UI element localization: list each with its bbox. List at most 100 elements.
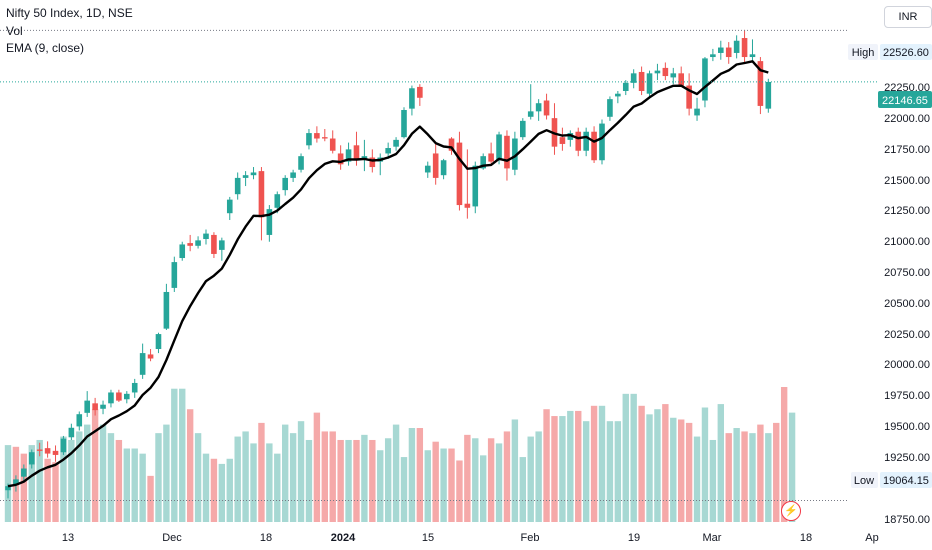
volume-bar bbox=[84, 424, 91, 522]
low-marker: Low 19064.15 bbox=[851, 472, 932, 488]
volume-bar bbox=[186, 409, 194, 522]
volume-bar bbox=[179, 388, 186, 522]
volume-bar bbox=[91, 409, 99, 522]
y-tick-label: 19750.00 bbox=[884, 390, 930, 402]
volume-bar bbox=[773, 422, 780, 522]
volume-bar bbox=[384, 438, 392, 522]
volume-bars bbox=[4, 387, 796, 522]
ema-indicator-label[interactable]: EMA (9, close) bbox=[6, 41, 85, 55]
candle bbox=[702, 57, 708, 108]
candle bbox=[757, 57, 764, 115]
candle bbox=[298, 153, 304, 173]
candle bbox=[258, 167, 265, 241]
candle bbox=[520, 118, 526, 140]
candle bbox=[480, 153, 486, 170]
volume-bar bbox=[725, 433, 732, 522]
candle bbox=[670, 67, 677, 85]
volume-bar bbox=[282, 424, 289, 522]
volume-bar bbox=[36, 439, 43, 522]
candle bbox=[337, 145, 344, 170]
volume-bar bbox=[693, 436, 701, 522]
candle bbox=[242, 171, 249, 187]
candle bbox=[535, 99, 542, 121]
candle bbox=[21, 464, 27, 481]
chart-title: Nifty 50 Index, 1D, NSE bbox=[6, 6, 133, 20]
last-price-value: 22146.65 bbox=[882, 95, 928, 107]
volume-bar bbox=[155, 433, 162, 522]
x-tick-label: 13 bbox=[62, 532, 74, 544]
candle bbox=[187, 234, 193, 252]
candle bbox=[630, 69, 637, 89]
lightning-bolt-icon[interactable]: ⚡ bbox=[781, 501, 801, 521]
volume-bar bbox=[503, 431, 511, 522]
high-value: 22526.60 bbox=[883, 47, 929, 59]
volume-bar bbox=[701, 407, 709, 522]
y-tick-label: 20000.00 bbox=[884, 359, 930, 371]
candle bbox=[591, 126, 597, 163]
volume-bar bbox=[614, 421, 622, 522]
candle bbox=[401, 107, 407, 139]
candle bbox=[377, 153, 384, 176]
x-tick-label: Ap bbox=[865, 532, 878, 544]
volume-bar bbox=[353, 439, 360, 522]
y-tick-label: 18750.00 bbox=[884, 514, 930, 526]
candlesticks bbox=[5, 29, 772, 499]
volume-bar bbox=[297, 421, 305, 522]
volume-bar bbox=[709, 439, 717, 522]
low-value: 19064.15 bbox=[883, 475, 929, 487]
volume-bar bbox=[60, 436, 67, 522]
volume-bar bbox=[123, 448, 130, 522]
x-tick-label: 18 bbox=[800, 532, 812, 544]
candle bbox=[314, 126, 320, 143]
candle bbox=[456, 131, 463, 211]
volume-bar bbox=[305, 439, 313, 522]
candle bbox=[543, 93, 550, 120]
volume-bar bbox=[638, 405, 645, 522]
volume-bar bbox=[361, 434, 368, 522]
candle bbox=[385, 142, 391, 159]
candle bbox=[139, 343, 146, 379]
candle bbox=[211, 232, 217, 259]
volume-bar bbox=[535, 431, 542, 522]
candle bbox=[203, 229, 209, 245]
candle bbox=[282, 175, 288, 196]
candle bbox=[464, 149, 471, 219]
volume-bar bbox=[321, 431, 328, 522]
candle bbox=[583, 127, 589, 157]
currency-selector[interactable]: INR bbox=[884, 6, 932, 28]
candle bbox=[147, 349, 154, 362]
volume-bar bbox=[654, 409, 661, 522]
volume-bar bbox=[456, 460, 463, 522]
volume-bar bbox=[52, 462, 59, 522]
volume-bar bbox=[392, 424, 400, 522]
volume-bar bbox=[202, 453, 210, 522]
volume-bar bbox=[68, 439, 75, 522]
volume-bar bbox=[250, 443, 257, 522]
volume-bar bbox=[115, 439, 123, 522]
candle bbox=[694, 97, 700, 121]
volume-bar bbox=[147, 475, 154, 522]
volume-indicator-label[interactable]: Vol bbox=[6, 24, 23, 38]
x-axis[interactable]: 13 Dec 18 2024 15 Feb 19 Mar 18 Ap bbox=[62, 532, 879, 544]
y-tick-label: 22000.00 bbox=[884, 113, 930, 125]
y-axis[interactable]: 18750.00 19064.15 19250.00 19500.00 19750.00… bbox=[884, 82, 930, 526]
candle bbox=[504, 130, 510, 181]
candle bbox=[28, 449, 35, 469]
volume-bar bbox=[582, 421, 590, 522]
y-tick-label: 20750.00 bbox=[884, 267, 930, 279]
volume-bar bbox=[131, 448, 138, 522]
y-tick-label: 19500.00 bbox=[884, 421, 930, 433]
volume-bar bbox=[416, 428, 424, 522]
y-tick-label: 21500.00 bbox=[884, 175, 930, 187]
volume-bar bbox=[345, 439, 352, 522]
y-tick-label: 21000.00 bbox=[884, 236, 930, 248]
candle bbox=[131, 378, 138, 398]
volume-bar bbox=[543, 409, 550, 522]
volume-bar bbox=[20, 453, 28, 522]
candle bbox=[662, 62, 669, 81]
volume-bar bbox=[590, 405, 598, 522]
candle bbox=[266, 205, 273, 242]
x-tick-label: Mar bbox=[703, 532, 722, 544]
candle bbox=[749, 39, 756, 63]
